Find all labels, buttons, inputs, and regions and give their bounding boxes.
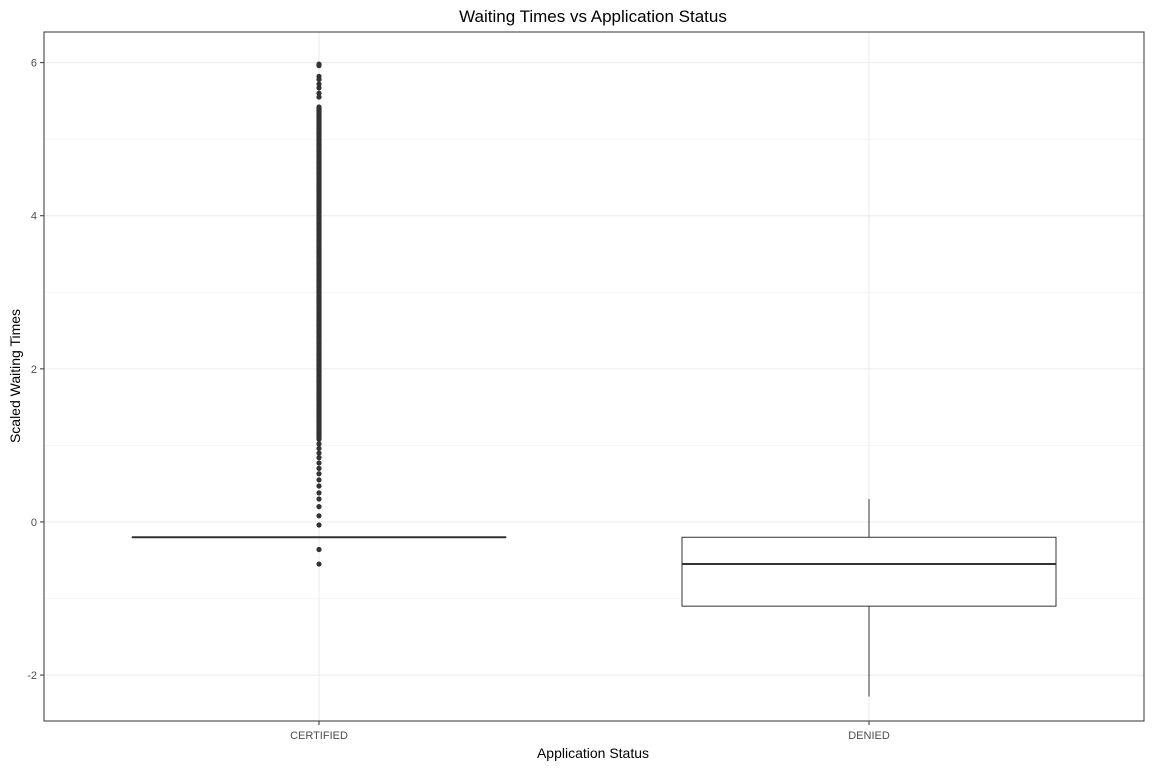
x-axis: CERTIFIED DENIED xyxy=(290,721,890,742)
outlier-point xyxy=(316,450,322,456)
outlier-point xyxy=(316,445,322,452)
outlier-point xyxy=(316,483,322,489)
outlier-point xyxy=(316,561,322,567)
outlier-point xyxy=(316,477,322,483)
outlier-point xyxy=(316,73,322,80)
box-denied xyxy=(681,498,1057,697)
outlier-point xyxy=(316,61,322,67)
x-tick-label: CERTIFIED xyxy=(290,730,348,742)
box-certified xyxy=(131,61,507,567)
y-tick-label: -2 xyxy=(27,670,37,682)
y-tick-label: 4 xyxy=(31,211,37,223)
outlier-point xyxy=(316,441,322,447)
outlier-point xyxy=(316,85,322,91)
outlier-point xyxy=(316,496,322,502)
y-tick-label: 2 xyxy=(31,364,37,376)
outlier-point xyxy=(316,94,322,100)
x-tick-label: DENIED xyxy=(848,730,890,742)
y-tick-label: 6 xyxy=(31,58,37,70)
outlier-point xyxy=(316,81,322,87)
y-axis: -2 0 2 4 6 xyxy=(27,58,44,682)
outlier-point xyxy=(316,455,322,461)
outlier-point xyxy=(316,465,322,471)
grid-lines xyxy=(44,32,1144,721)
outlier-point xyxy=(316,522,322,528)
outlier-point xyxy=(316,504,322,510)
outlier-point xyxy=(316,471,322,477)
x-axis-title: Application Status xyxy=(537,745,649,761)
outlier-point xyxy=(316,104,322,110)
box-rect xyxy=(681,536,1057,607)
outlier-point xyxy=(316,460,322,466)
outlier-point xyxy=(316,546,322,553)
panel-border xyxy=(43,31,1145,722)
outlier-point xyxy=(316,90,322,96)
outlier-point xyxy=(316,490,322,496)
chart-title: Waiting Times vs Application Status xyxy=(459,7,727,26)
y-axis-title: Scaled Waiting Times xyxy=(7,309,23,443)
plot-area xyxy=(131,61,1057,697)
outlier-point xyxy=(316,513,322,519)
y-tick-label: 0 xyxy=(31,517,37,529)
